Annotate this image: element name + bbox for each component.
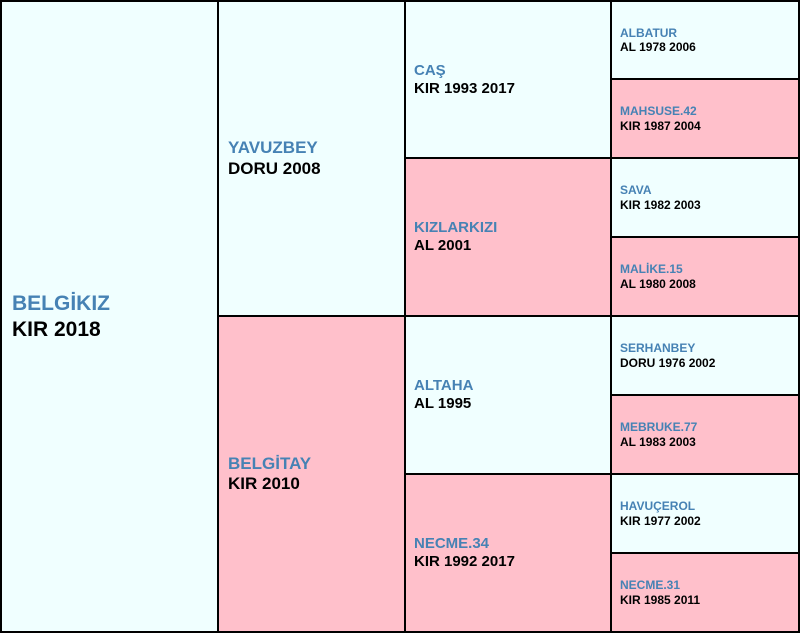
horse-name[interactable]: YAVUZBEY: [228, 138, 318, 158]
horse-name[interactable]: HAVUÇEROL: [620, 499, 696, 514]
horse-name[interactable]: CAŞ: [414, 61, 446, 79]
horse-name[interactable]: MAHSUSE.42: [620, 104, 697, 119]
horse-cell-g3-2[interactable]: MAHSUSE.42 KIR 1987 2004: [612, 80, 798, 157]
horse-cell-g3-6[interactable]: MEBRUKE.77 AL 1983 2003: [612, 396, 798, 473]
horse-info: KIR 2010: [228, 474, 300, 493]
horse-info: KIR 2018: [12, 317, 101, 341]
horse-info: KIR 1993 2017: [414, 79, 515, 97]
horse-cell-g3-5[interactable]: SERHANBEY DORU 1976 2002: [612, 317, 798, 394]
horse-info: KIR 1992 2017: [414, 553, 515, 570]
horse-info: DORU 1976 2002: [620, 355, 716, 370]
horse-cell-dam-sire[interactable]: ALTAHA AL 1995: [406, 317, 610, 473]
horse-info: AL 1995: [414, 395, 472, 412]
horse-name[interactable]: SERHANBEY: [620, 341, 696, 356]
horse-cell-g3-3[interactable]: SAVA KIR 1982 2003: [612, 159, 798, 236]
horse-cell-dam[interactable]: BELGİTAY KIR 2010: [219, 317, 404, 631]
horse-cell-g3-1[interactable]: ALBATUR AL 1978 2006: [612, 2, 798, 78]
horse-info: AL 1978 2006: [620, 40, 696, 54]
horse-name[interactable]: BELGİKIZ: [12, 292, 110, 316]
horse-name[interactable]: NECME.31: [620, 578, 681, 593]
horse-info: DORU 2008: [228, 158, 321, 178]
horse-name[interactable]: ALBATUR: [620, 25, 678, 40]
horse-name[interactable]: ALTAHA: [414, 377, 474, 394]
horse-cell-sire-sire[interactable]: CAŞ KIR 1993 2017: [406, 2, 610, 157]
horse-info: AL 2001: [414, 237, 472, 254]
horse-cell-sire-dam[interactable]: KIZLARKIZI AL 2001: [406, 159, 610, 315]
horse-info: KIR 1985 2011: [620, 592, 701, 607]
horse-name[interactable]: MEBRUKE.77: [620, 420, 698, 435]
horse-name[interactable]: SAVA: [620, 183, 652, 198]
horse-cell-sire[interactable]: YAVUZBEY DORU 2008: [219, 2, 404, 315]
horse-info: AL 1980 2008: [620, 276, 696, 291]
horse-cell-g3-4[interactable]: MALİKE.15 AL 1980 2008: [612, 238, 798, 315]
horse-info: KIR 1977 2002: [620, 513, 701, 528]
horse-name[interactable]: KIZLARKIZI: [414, 219, 498, 236]
horse-info: AL 1983 2003: [620, 434, 696, 449]
horse-cell-g3-7[interactable]: HAVUÇEROL KIR 1977 2002: [612, 475, 798, 552]
horse-cell-dam-dam[interactable]: NECME.34 KIR 1992 2017: [406, 475, 610, 631]
horse-cell-g3-8[interactable]: NECME.31 KIR 1985 2011: [612, 554, 798, 631]
horse-cell-subject[interactable]: BELGİKIZ KIR 2018: [2, 2, 217, 631]
horse-name[interactable]: MALİKE.15: [620, 262, 683, 277]
horse-name[interactable]: NECME.34: [414, 535, 490, 552]
horse-info: KIR 1987 2004: [620, 118, 701, 133]
horse-info: KIR 1982 2003: [620, 197, 701, 212]
horse-name[interactable]: BELGİTAY: [228, 453, 312, 473]
